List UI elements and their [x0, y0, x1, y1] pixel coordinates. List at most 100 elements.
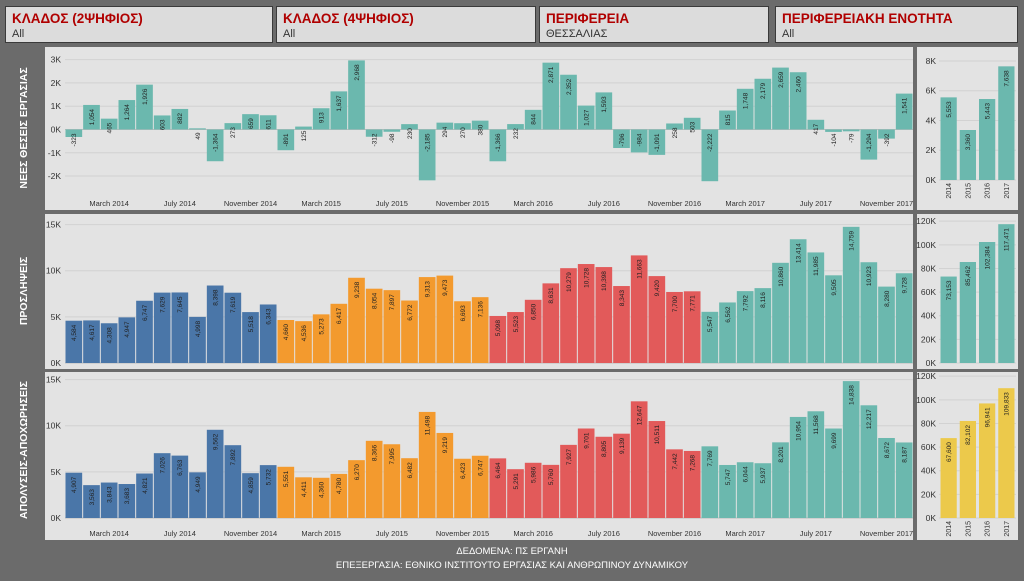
bar[interactable] [383, 444, 401, 518]
bar[interactable] [100, 482, 118, 518]
bar[interactable] [860, 405, 878, 518]
bar[interactable] [979, 99, 996, 180]
bar[interactable] [595, 436, 613, 518]
bar[interactable] [224, 292, 242, 363]
filter-sector-2digit[interactable]: ΚΛΑΔΟΣ (2ΨΗΦΙΟΣ) All [5, 6, 273, 43]
bar[interactable] [242, 312, 259, 363]
bar[interactable] [666, 449, 683, 518]
bar[interactable] [242, 114, 259, 130]
bar[interactable] [613, 129, 630, 149]
bar[interactable] [959, 261, 976, 363]
bar[interactable] [277, 320, 295, 363]
filter-regional-unit[interactable]: ΠΕΡΙΦΕΡΕΙΑΚΗ ΕΝΟΤΗΤΑ All [775, 6, 1018, 43]
filter-value[interactable]: All [283, 28, 296, 40]
bar[interactable] [613, 433, 630, 518]
bar[interactable] [489, 129, 507, 162]
bar[interactable] [171, 292, 189, 363]
bar[interactable] [648, 276, 666, 363]
bar[interactable] [224, 123, 242, 130]
bar[interactable] [489, 315, 507, 363]
bar[interactable] [825, 428, 842, 518]
bar[interactable] [189, 472, 206, 518]
bar[interactable] [524, 462, 542, 518]
bar[interactable] [560, 268, 577, 363]
bar[interactable] [895, 93, 913, 130]
bar[interactable] [860, 129, 878, 160]
bar[interactable] [842, 129, 860, 132]
bar[interactable] [171, 108, 189, 130]
bar[interactable] [998, 224, 1015, 363]
bar[interactable] [259, 304, 277, 363]
bar[interactable] [772, 442, 789, 518]
bar[interactable] [136, 84, 153, 130]
bar[interactable] [401, 124, 418, 130]
bar[interactable] [206, 429, 224, 518]
bar[interactable] [401, 300, 418, 363]
bar[interactable] [577, 264, 595, 363]
bar[interactable] [454, 301, 471, 363]
bar[interactable] [701, 129, 719, 182]
bar[interactable] [348, 60, 365, 130]
bar[interactable] [436, 122, 454, 130]
bar[interactable] [507, 469, 524, 518]
bar[interactable] [383, 129, 401, 132]
bar[interactable] [789, 239, 807, 363]
bar[interactable] [330, 91, 348, 130]
bar[interactable] [100, 118, 118, 130]
bar[interactable] [998, 66, 1015, 180]
bar[interactable] [65, 129, 83, 138]
bar[interactable] [807, 119, 825, 130]
bar[interactable] [277, 466, 295, 518]
bar[interactable] [630, 255, 648, 363]
bar[interactable] [471, 120, 489, 130]
bar[interactable] [418, 411, 436, 518]
bar[interactable] [754, 463, 772, 518]
bar[interactable] [83, 320, 100, 363]
bar[interactable] [860, 262, 878, 363]
filter-value[interactable]: All [12, 28, 25, 40]
bar[interactable] [277, 129, 295, 151]
bar[interactable] [489, 458, 507, 518]
bar[interactable] [454, 123, 471, 130]
bar[interactable] [979, 403, 996, 518]
bar[interactable] [683, 117, 701, 130]
bar[interactable] [825, 129, 842, 132]
bar[interactable] [613, 286, 630, 363]
bar[interactable] [701, 446, 719, 518]
bar[interactable] [959, 420, 976, 518]
bar[interactable] [100, 323, 118, 363]
bar[interactable] [365, 129, 383, 137]
bar[interactable] [524, 109, 542, 130]
bar[interactable] [83, 485, 100, 518]
bar[interactable] [959, 130, 976, 180]
bar[interactable] [418, 129, 436, 181]
bar[interactable] [312, 477, 330, 518]
bar[interactable] [153, 115, 171, 130]
bar[interactable] [560, 444, 577, 518]
bar[interactable] [772, 67, 789, 130]
bar[interactable] [895, 273, 913, 363]
bar[interactable] [259, 465, 277, 518]
bar[interactable] [940, 438, 957, 518]
bar[interactable] [507, 312, 524, 363]
bar[interactable] [683, 450, 701, 518]
bar[interactable] [666, 291, 683, 363]
bar[interactable] [471, 455, 489, 518]
bar[interactable] [998, 388, 1015, 518]
bar[interactable] [560, 74, 577, 130]
bar[interactable] [242, 473, 259, 518]
bar[interactable] [719, 464, 736, 518]
bar[interactable] [507, 124, 524, 130]
bar[interactable] [542, 464, 560, 518]
bar[interactable] [418, 277, 436, 363]
bar[interactable] [754, 78, 772, 130]
bar[interactable] [65, 320, 83, 363]
bar[interactable] [648, 129, 666, 155]
bar[interactable] [524, 299, 542, 363]
bar[interactable] [630, 129, 648, 153]
bar[interactable] [736, 88, 754, 130]
bar[interactable] [878, 437, 895, 518]
bar[interactable] [940, 97, 957, 180]
bar[interactable] [666, 123, 683, 130]
bar[interactable] [153, 292, 171, 363]
